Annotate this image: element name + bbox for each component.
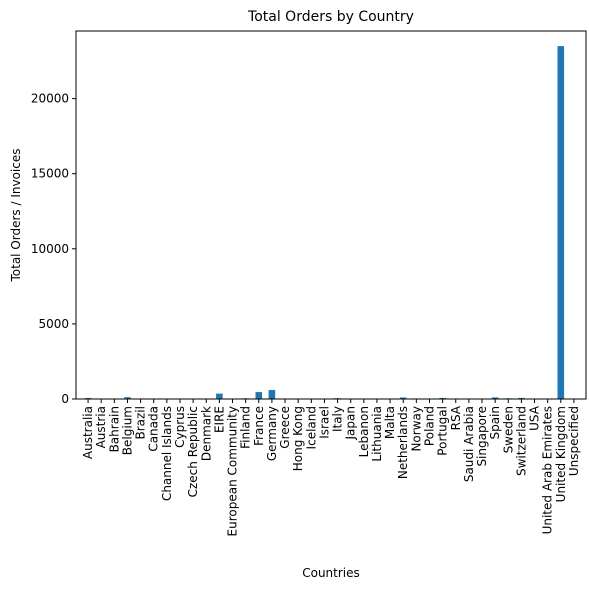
- bar-eire: [216, 393, 223, 399]
- x-tick-label: United Arab Emirates: [541, 406, 555, 534]
- x-tick-label: Germany: [265, 406, 279, 461]
- bar-australia: [84, 397, 92, 399]
- x-tick-label: Norway: [409, 406, 423, 452]
- bar-netherlands: [399, 397, 407, 399]
- x-axis: Australia Austria Bahrain Belgium Brazil Cana…: [81, 399, 581, 536]
- x-tick-label: Unspecified: [567, 406, 581, 476]
- bar-spain: [491, 397, 499, 399]
- bar-belgium: [124, 397, 131, 399]
- x-tick-label: Sweden: [501, 406, 515, 453]
- x-tick-label: Israel: [317, 406, 331, 439]
- x-tick-label: Lithuania: [370, 406, 384, 462]
- bar-switzerland: [518, 397, 525, 399]
- y-tick-label: 15000: [31, 167, 69, 181]
- x-tick-label: United Kingdom: [554, 406, 568, 502]
- x-tick-label: Canada: [147, 406, 161, 452]
- x-tick-label: Malta: [383, 406, 397, 439]
- x-tick-label: Greece: [278, 406, 292, 449]
- x-tick-label: Denmark: [199, 406, 213, 461]
- x-tick-label: France: [252, 406, 266, 446]
- bar-france: [255, 392, 263, 399]
- chart-title: Total Orders by Country: [247, 9, 414, 25]
- bar-portugal: [439, 397, 446, 399]
- x-tick-label: Cyprus: [173, 406, 187, 448]
- x-tick-label: Singapore: [475, 406, 489, 467]
- x-tick-label: Brazil: [134, 406, 148, 440]
- y-tick-label: 5000: [38, 317, 69, 331]
- x-tick-label: Switzerland: [514, 406, 528, 476]
- x-tick-label: Finland: [239, 406, 253, 449]
- bar-united-kingdom: [557, 46, 565, 399]
- x-tick-label: Bahrain: [107, 406, 121, 452]
- bars-group: [84, 46, 578, 399]
- x-tick-label: Austria: [94, 406, 108, 448]
- y-tick-label: 10000: [31, 242, 69, 256]
- x-tick-label: Spain: [488, 406, 502, 440]
- x-tick-label: EIRE: [212, 406, 226, 433]
- x-tick-label: Iceland: [304, 406, 318, 449]
- y-tick-label: 20000: [31, 92, 69, 106]
- x-tick-label: Saudi Arabia: [462, 406, 476, 482]
- x-tick-label: USA: [528, 405, 542, 431]
- x-tick-label: Italy: [331, 406, 345, 432]
- y-axis: 0 5000 10000 15000 20000: [31, 92, 76, 406]
- x-tick-label: Japan: [344, 406, 358, 440]
- x-tick-label: RSA: [449, 405, 463, 430]
- x-tick-label: European Community: [226, 406, 240, 536]
- x-axis-label: Countries: [302, 566, 360, 580]
- y-tick-label: 0: [61, 392, 69, 406]
- x-tick-label: Channel Islands: [160, 406, 174, 501]
- x-tick-label: Netherlands: [396, 406, 410, 479]
- plot-frame: [75, 30, 587, 400]
- x-tick-label: Czech Republic: [186, 406, 200, 497]
- y-axis-label: Total Orders / Invoices: [9, 148, 23, 282]
- x-tick-label: Australia: [81, 406, 95, 459]
- x-tick-label: Lebanon: [357, 406, 371, 457]
- x-tick-label: Hong Kong: [291, 406, 305, 471]
- bar-germany: [268, 389, 276, 399]
- x-tick-label: Portugal: [436, 406, 450, 456]
- x-tick-label: Belgium: [120, 406, 134, 455]
- x-tick-label: Poland: [422, 406, 436, 446]
